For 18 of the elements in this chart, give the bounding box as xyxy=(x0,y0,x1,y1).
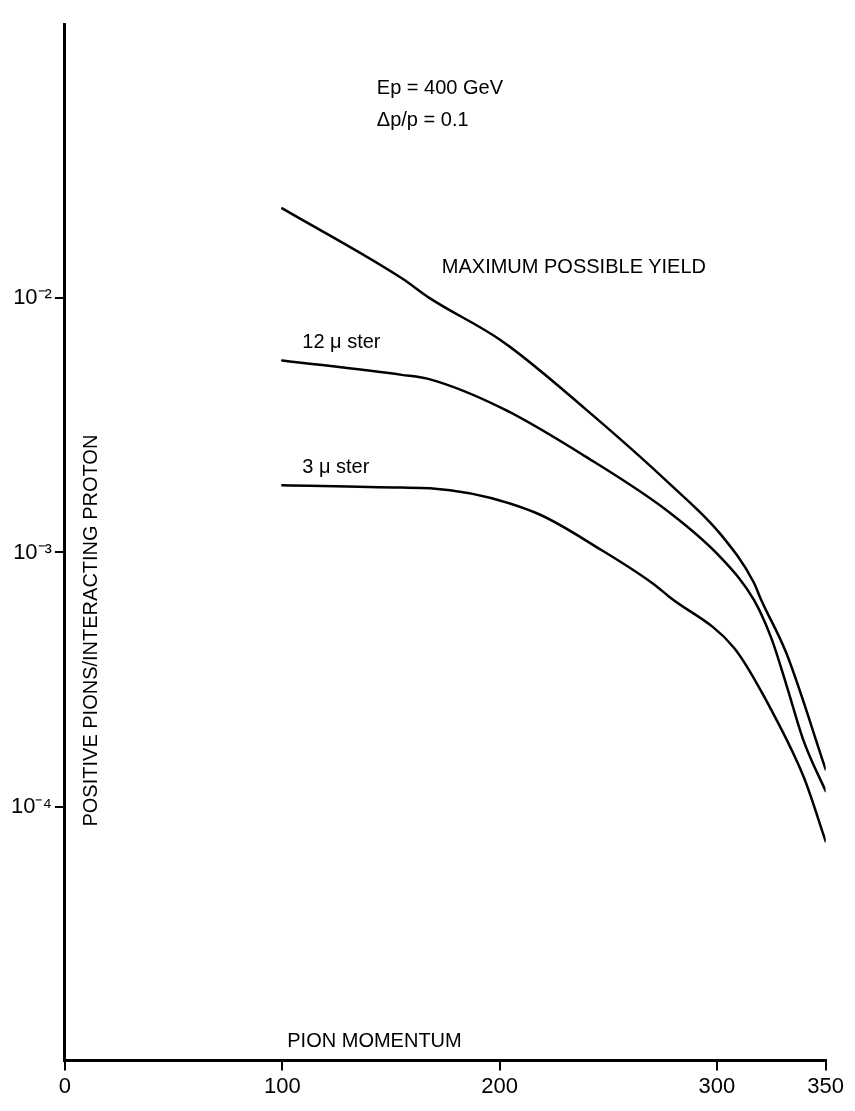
line-series xyxy=(281,359,826,793)
line-series xyxy=(281,207,826,771)
y-axis-title: POSITIVE PIONS/INTERACTING PROTON xyxy=(78,434,101,827)
y-tick-label: 10⁻⁴ xyxy=(10,792,52,818)
annotation: Δp/p = 0.1 xyxy=(376,108,469,131)
x-tick-label: 200 xyxy=(481,1072,518,1098)
series-label: 12 μ ster xyxy=(302,330,381,353)
x-tick-label: 0 xyxy=(58,1072,72,1098)
y-tick-label: 10⁻³ xyxy=(13,538,52,564)
x-tick-label: 350 xyxy=(807,1072,845,1098)
line-series xyxy=(281,483,826,843)
series-label: 3 μ ster xyxy=(302,455,370,478)
y-tick-label: 10⁻² xyxy=(13,284,52,310)
x-axis-title: PION MOMENTUM xyxy=(287,1028,462,1051)
annotation: Ep = 400 GeV xyxy=(376,76,504,99)
x-tick-label: 300 xyxy=(698,1072,736,1098)
x-tick-label: 100 xyxy=(263,1072,301,1098)
series-label: MAXIMUM POSSIBLE YIELD xyxy=(441,255,706,278)
